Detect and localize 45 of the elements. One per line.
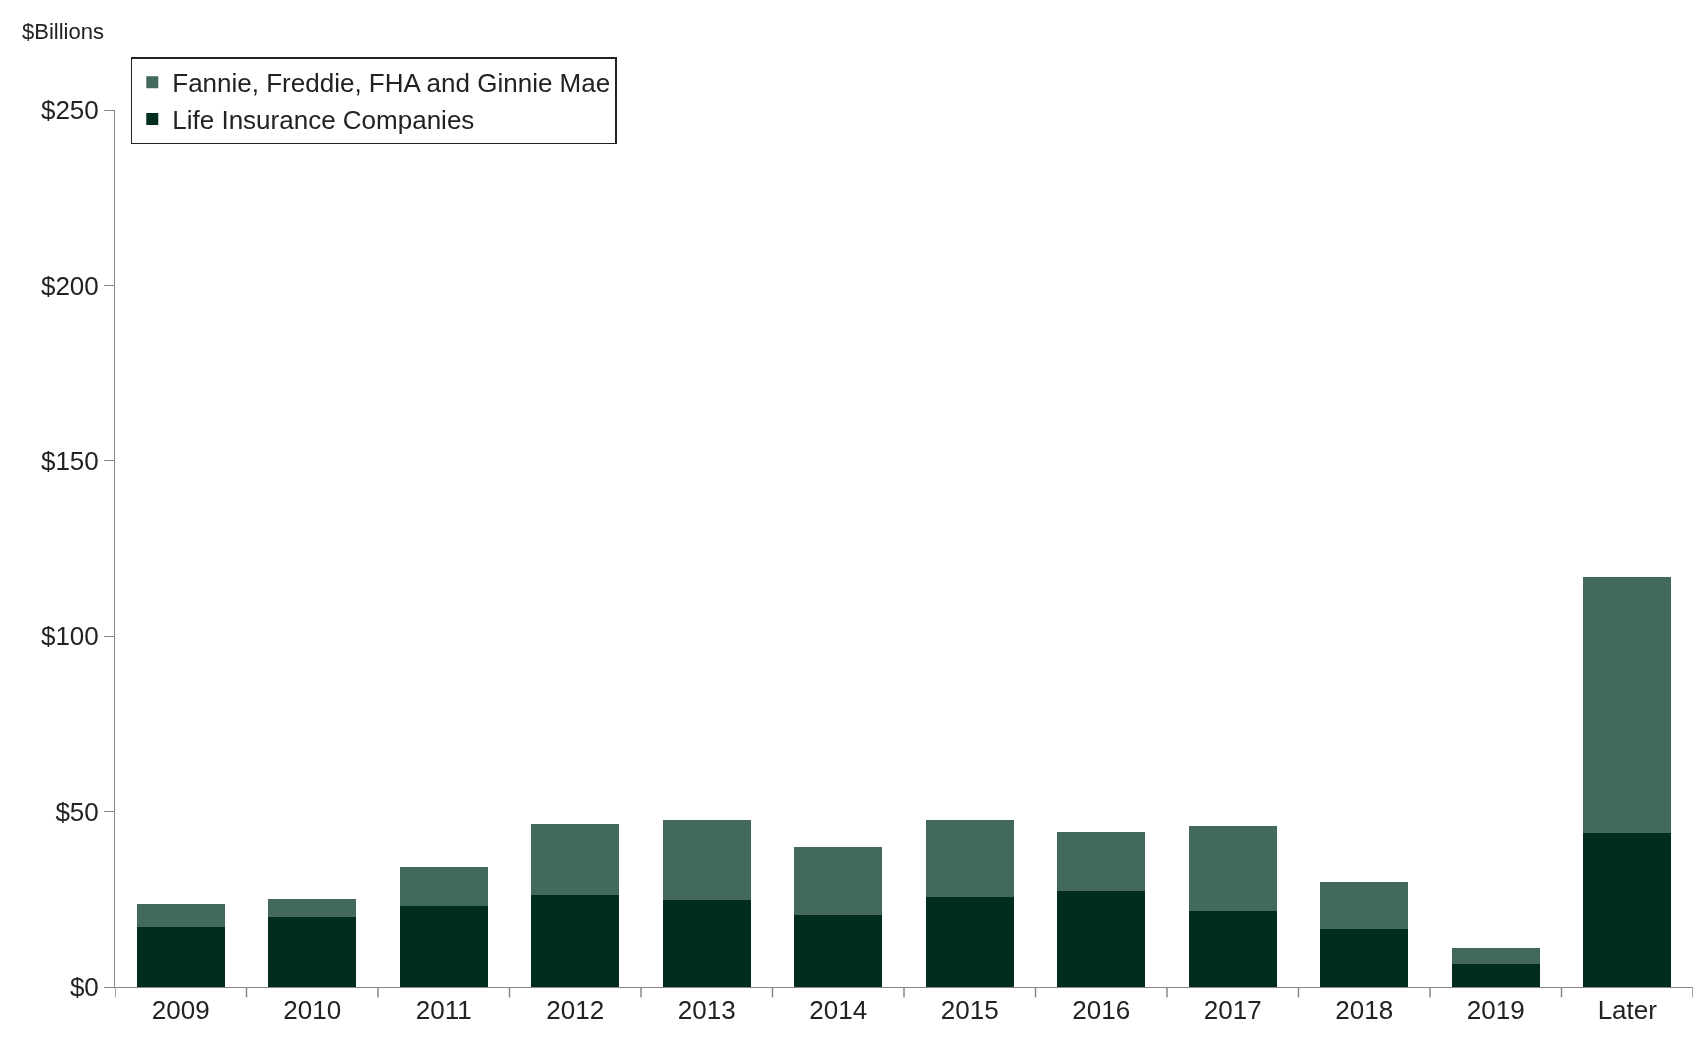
bar <box>1451 948 1540 964</box>
bar <box>1057 890 1146 987</box>
y-tick-label: $100 <box>40 621 99 652</box>
bar <box>662 819 751 900</box>
bar <box>925 896 1014 987</box>
bar <box>399 866 488 907</box>
x-tick-label: Later <box>1597 995 1658 1026</box>
bar <box>268 898 357 918</box>
bar <box>662 900 751 987</box>
x-tick-label: 2017 <box>1203 995 1262 1026</box>
bar <box>1451 963 1540 987</box>
bar <box>1583 576 1672 834</box>
bar <box>1320 929 1409 987</box>
bar <box>1057 832 1146 891</box>
x-tick-label: 2013 <box>677 995 736 1026</box>
y-tick-label: $50 <box>55 796 99 827</box>
bar <box>1320 881 1409 930</box>
bar <box>136 904 225 928</box>
x-tick-label: 2011 <box>415 995 472 1026</box>
bar <box>1583 833 1672 987</box>
x-tick-label: 2019 <box>1466 995 1525 1026</box>
bar <box>1188 825 1277 911</box>
bar <box>1188 910 1277 987</box>
bar <box>794 847 883 916</box>
bar <box>531 823 620 895</box>
x-tick-label: 2010 <box>283 995 342 1026</box>
legend-label: Life Insurance Companies <box>172 105 475 136</box>
x-tick-label: 2014 <box>809 995 868 1026</box>
x-tick-label: 2016 <box>1072 995 1131 1026</box>
bar <box>136 927 225 987</box>
x-tick-label: 2015 <box>940 995 999 1026</box>
y-tick-label: $200 <box>40 270 99 301</box>
bar <box>925 819 1014 897</box>
x-tick-label: 2018 <box>1335 995 1394 1026</box>
bar <box>531 894 620 987</box>
x-tick-label: 2012 <box>546 995 605 1026</box>
bar <box>399 906 488 987</box>
y-tick-label: $150 <box>40 445 99 476</box>
bar <box>268 917 357 987</box>
legend-label: Fannie, Freddie, FHA and Ginnie Mae <box>172 68 611 99</box>
y-axis-title: $Billions <box>22 19 104 44</box>
x-tick-label: 2009 <box>151 995 210 1026</box>
bar <box>794 915 883 987</box>
y-tick-label: $250 <box>40 95 99 126</box>
y-tick-label: $0 <box>69 972 99 1003</box>
